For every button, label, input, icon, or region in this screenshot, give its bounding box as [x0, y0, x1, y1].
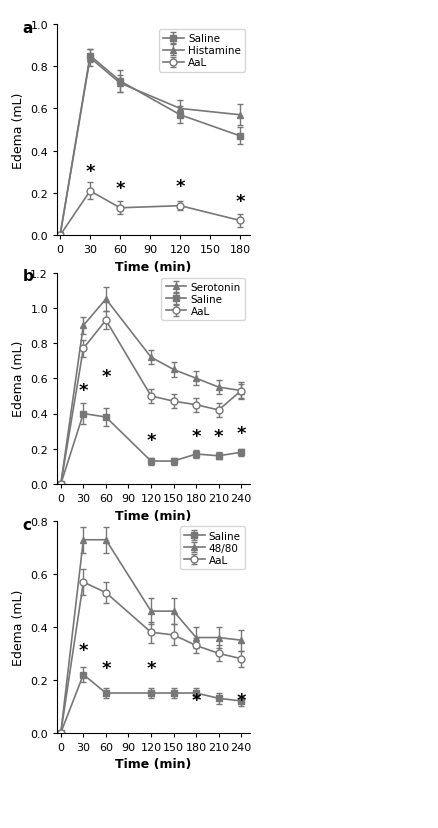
Legend: Serotonin, Saline, AaL: Serotonin, Saline, AaL [161, 278, 244, 321]
Text: *: * [235, 193, 244, 210]
Text: *: * [146, 431, 155, 449]
X-axis label: Time (min): Time (min) [115, 261, 191, 273]
Text: *: * [175, 178, 184, 196]
Text: c: c [22, 518, 31, 532]
Y-axis label: Edema (mL): Edema (mL) [12, 92, 25, 169]
Legend: Saline, Histamine, AaL: Saline, Histamine, AaL [159, 30, 244, 73]
Text: *: * [78, 382, 88, 400]
Text: *: * [101, 368, 110, 386]
Text: *: * [101, 659, 110, 677]
Text: *: * [115, 180, 124, 198]
Text: *: * [236, 424, 245, 442]
Text: *: * [78, 641, 88, 659]
X-axis label: Time (min): Time (min) [115, 758, 191, 770]
Y-axis label: Edema (mL): Edema (mL) [12, 340, 25, 417]
Y-axis label: Edema (mL): Edema (mL) [12, 589, 25, 666]
Text: *: * [191, 691, 201, 709]
Text: *: * [213, 428, 223, 445]
Text: b: b [22, 269, 33, 284]
X-axis label: Time (min): Time (min) [115, 509, 191, 522]
Text: *: * [191, 428, 201, 445]
Text: a: a [22, 21, 32, 36]
Text: *: * [85, 163, 95, 181]
Text: *: * [236, 691, 245, 709]
Legend: Saline, 48/80, AaL: Saline, 48/80, AaL [179, 527, 244, 570]
Text: *: * [146, 659, 155, 677]
